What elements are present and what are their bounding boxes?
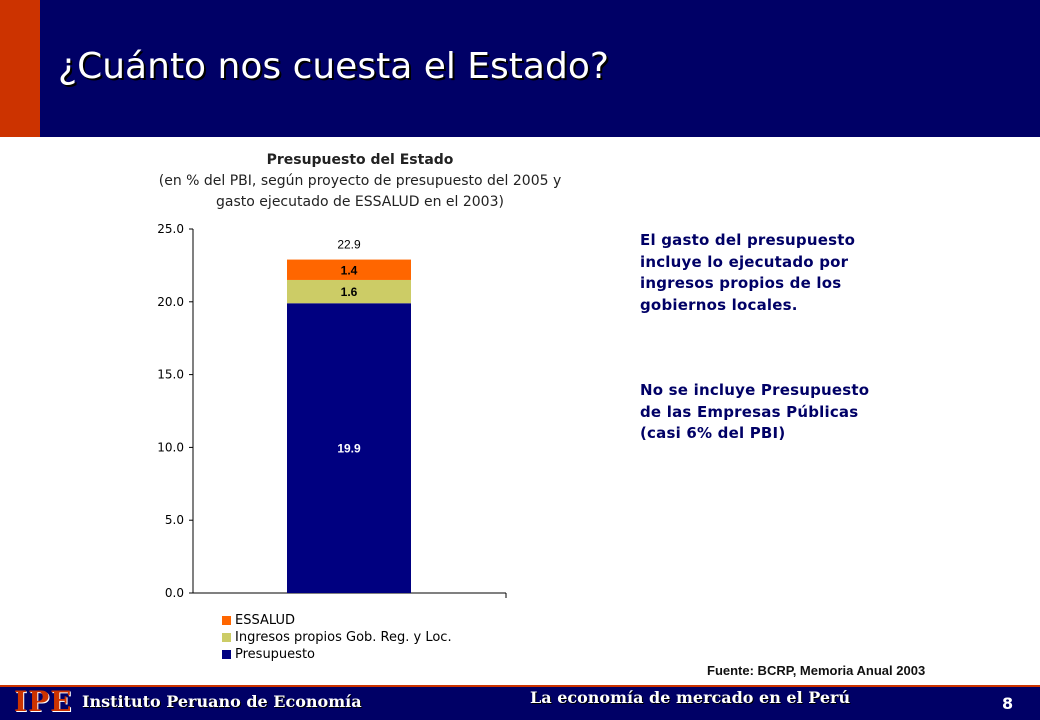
y-tick-label: 10.0 <box>157 440 184 454</box>
footer-tagline: La economía de mercado en el Perú <box>530 688 851 707</box>
header-bar: ¿Cuánto nos cuesta el Estado? <box>0 0 1040 137</box>
bar-data-label: 1.6 <box>341 285 358 299</box>
bar-segment-ingresos-propios-gob-reg-y-loc- <box>287 279 411 304</box>
y-tick-label: 0.0 <box>165 586 184 600</box>
legend-swatch-ingresos <box>222 633 231 642</box>
page-title: ¿Cuánto nos cuesta el Estado? <box>58 46 609 87</box>
legend-label: Presupuesto <box>235 647 315 662</box>
legend-swatch-essalud <box>222 616 231 625</box>
legend-item-ingresos: Ingresos propios Gob. Reg. y Loc. <box>222 629 452 646</box>
chart-title-block: Presupuesto del Estado (en % del PBI, se… <box>130 150 590 213</box>
note-empresas-publicas: No se incluye Presupuesto de las Empresa… <box>640 381 870 442</box>
legend-label: ESSALUD <box>235 613 295 628</box>
y-tick-label: 20.0 <box>157 295 184 309</box>
legend-item-presupuesto: Presupuesto <box>222 646 452 663</box>
bar-segment-presupuesto <box>287 303 411 593</box>
chart-title: Presupuesto del Estado <box>266 152 454 168</box>
footer-bar: IPE Instituto Peruano de Economía La eco… <box>0 685 1040 720</box>
y-tick-label: 15.0 <box>157 368 184 382</box>
footer-accent <box>0 685 1040 687</box>
legend-item-essalud: ESSALUD <box>222 612 452 629</box>
bar-total-label: 22.9 <box>337 238 361 252</box>
note-gasto-presupuesto: El gasto del presupuesto incluye lo ejec… <box>640 231 856 314</box>
institute-name: Instituto Peruano de Economía <box>82 692 362 711</box>
legend-swatch-presupuesto <box>222 650 231 659</box>
bar-segment-essalud <box>287 259 411 280</box>
y-tick-label: 5.0 <box>165 513 184 527</box>
ipe-logo: IPE <box>14 685 73 718</box>
bar-data-label: 1.4 <box>341 263 358 277</box>
legend-label: Ingresos propios Gob. Reg. y Loc. <box>235 630 452 645</box>
chart-subtitle-line-2: gasto ejecutado de ESSALUD en el 2003) <box>216 194 504 210</box>
y-tick-label: 25.0 <box>157 222 184 236</box>
chart-subtitle-line-1: (en % del PBI, según proyecto de presupu… <box>158 173 562 189</box>
source-note: Fuente: BCRP, Memoria Anual 2003 <box>707 663 926 678</box>
header-accent <box>0 0 40 137</box>
bar-data-label: 19.9 <box>337 442 361 456</box>
chart-legend: ESSALUD Ingresos propios Gob. Reg. y Loc… <box>222 612 452 663</box>
page-number: 8 <box>1002 694 1014 713</box>
